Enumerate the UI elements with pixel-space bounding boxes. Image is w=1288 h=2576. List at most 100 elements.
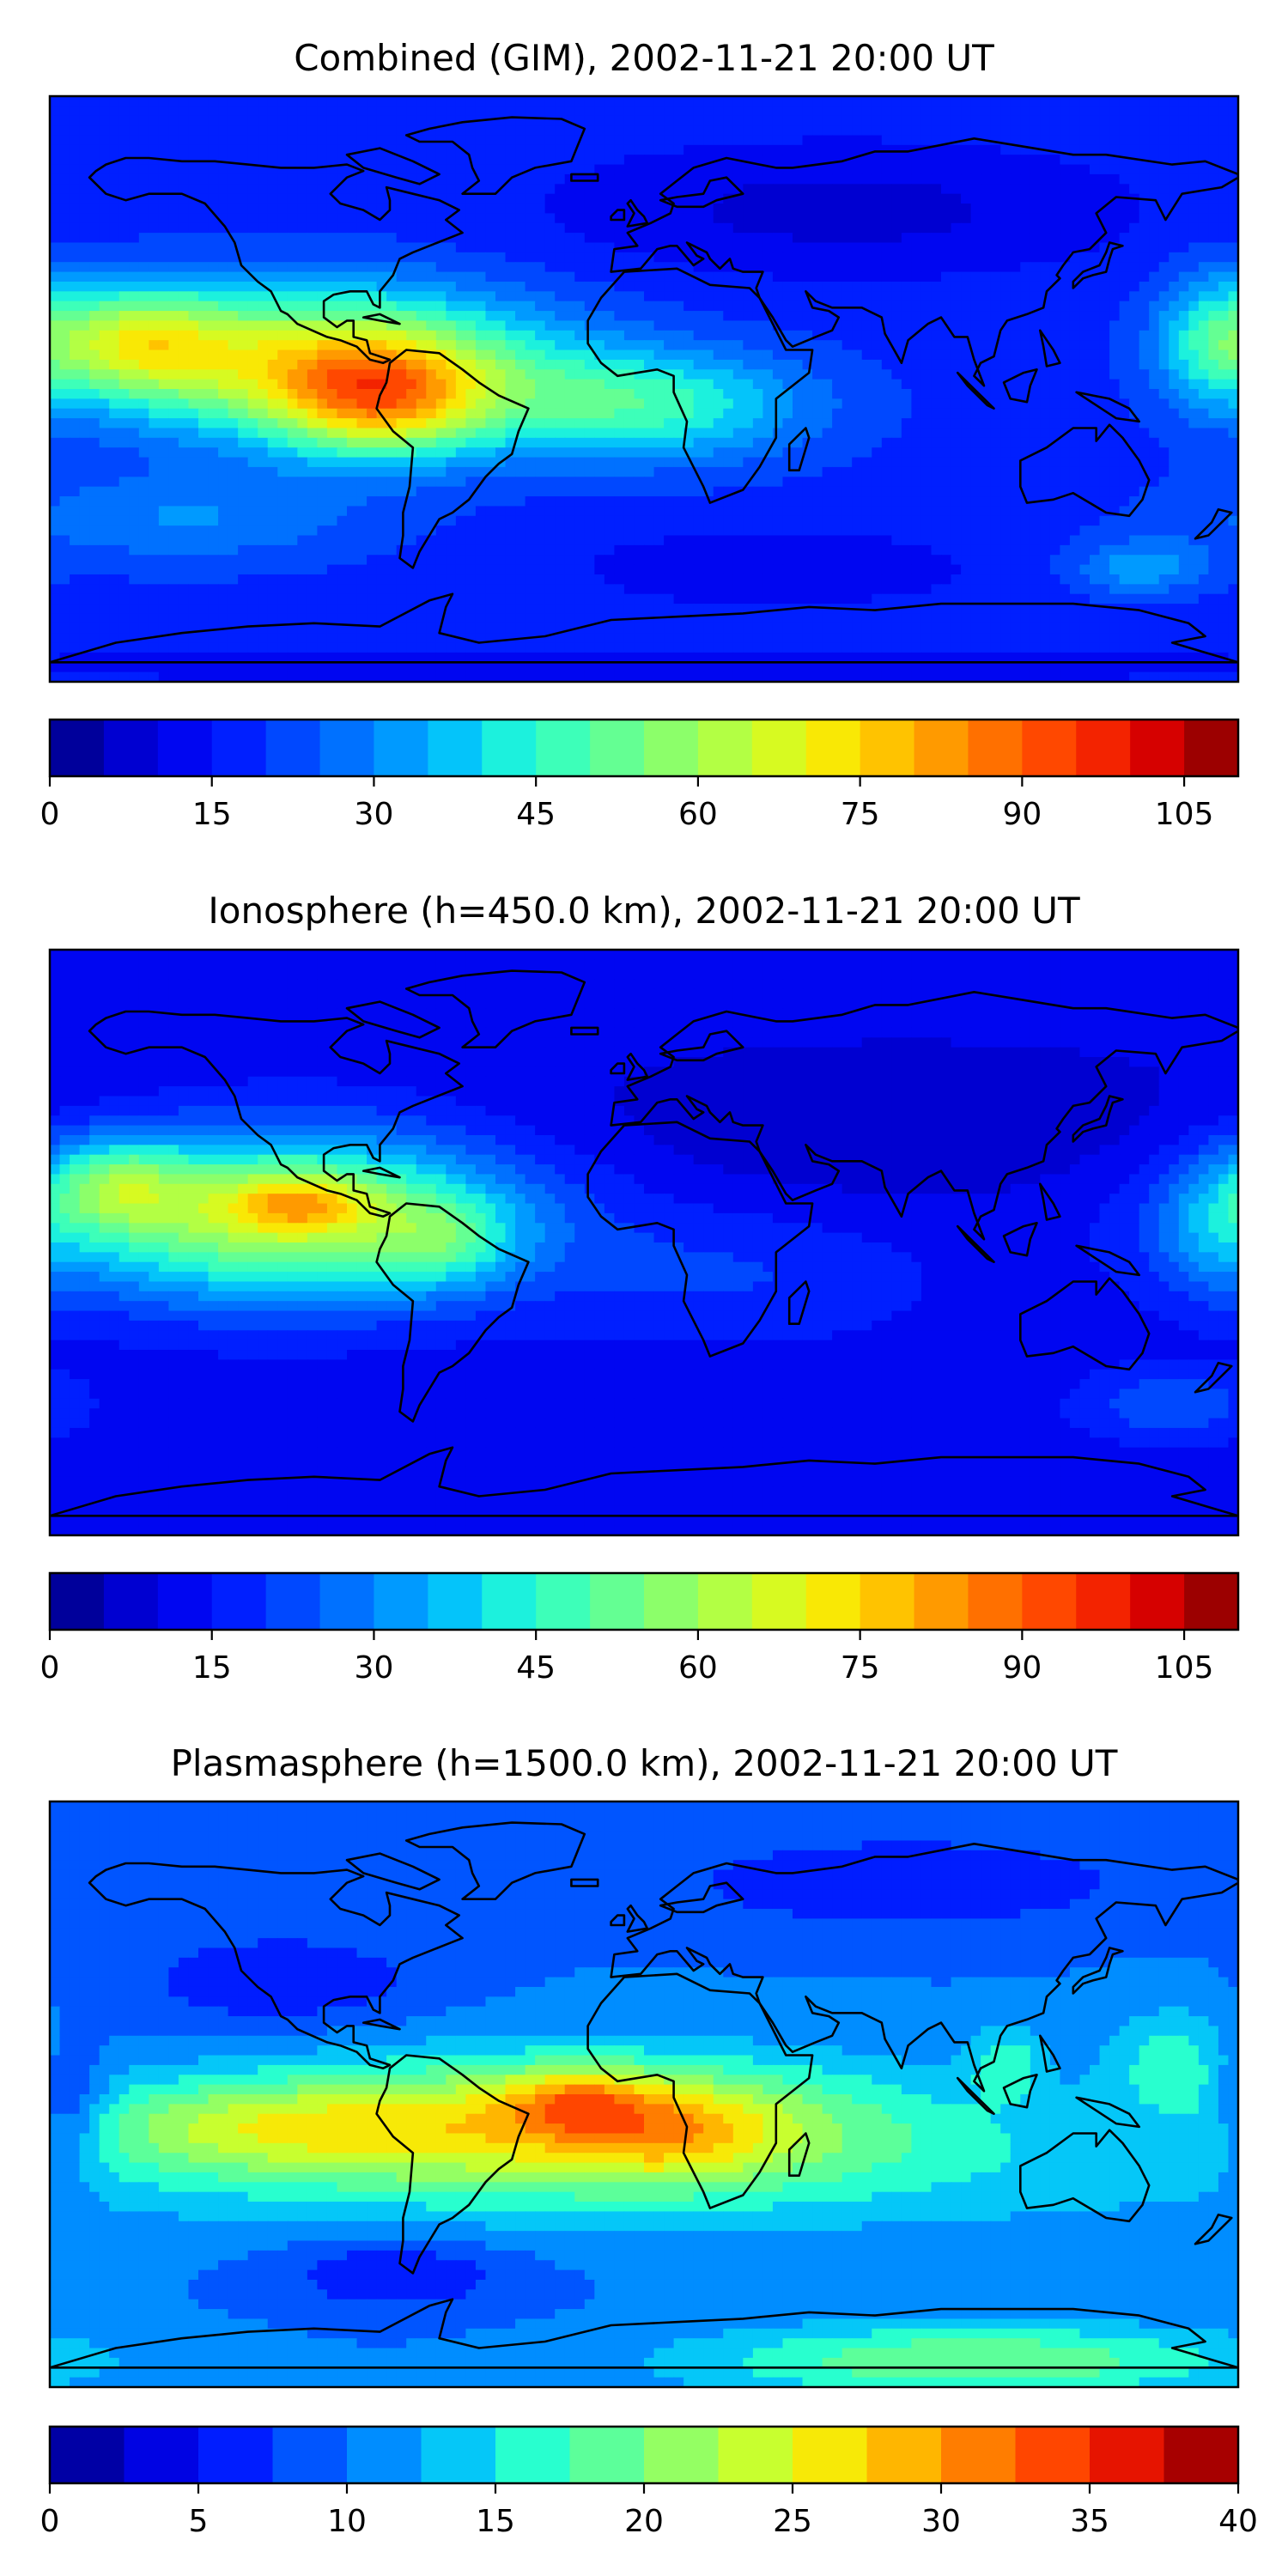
- map-cell: [1178, 369, 1189, 380]
- map-cell: [1040, 233, 1051, 244]
- map-cell: [861, 184, 872, 195]
- map-cell: [455, 379, 466, 390]
- map-cell: [683, 252, 695, 263]
- map-cell: [238, 447, 249, 459]
- map-cell: [961, 457, 972, 468]
- map-cell: [990, 96, 1001, 106]
- map-cell: [852, 389, 863, 399]
- map-cell: [1020, 466, 1031, 477]
- map-cell: [367, 408, 378, 419]
- map-cell: [1069, 418, 1081, 429]
- map-cell: [1198, 320, 1209, 331]
- map-cell: [772, 262, 784, 273]
- map-cell: [70, 389, 81, 399]
- map-cell: [416, 466, 427, 477]
- map-cell: [158, 437, 169, 448]
- map-cell: [347, 135, 358, 146]
- map-cell: [644, 173, 655, 185]
- map-cell: [188, 418, 199, 429]
- map-cell: [961, 291, 972, 302]
- map-cell: [129, 281, 140, 292]
- map-cell: [1109, 408, 1121, 419]
- map-cell: [89, 115, 100, 126]
- map-cell: [188, 320, 199, 331]
- map-cell: [881, 369, 892, 380]
- map-cell: [1208, 428, 1219, 439]
- map-cell: [129, 486, 140, 497]
- map-cell: [426, 311, 437, 322]
- map-cell: [198, 115, 210, 126]
- map-cell: [644, 135, 655, 146]
- map-cell: [138, 340, 149, 351]
- map-cell: [267, 271, 278, 283]
- map-cell: [118, 330, 130, 341]
- map-cell: [931, 281, 942, 292]
- map-cell: [297, 379, 308, 390]
- map-cell: [367, 477, 378, 488]
- map-cell: [416, 115, 427, 126]
- map-cell: [1030, 144, 1041, 155]
- map-cell: [604, 398, 615, 410]
- map-cell: [99, 242, 110, 253]
- map-cell: [376, 398, 387, 410]
- map-cell: [435, 359, 447, 370]
- map-cell: [743, 359, 754, 370]
- map-cell: [1169, 115, 1180, 126]
- map-cell: [1020, 349, 1031, 361]
- map-cell: [505, 213, 516, 224]
- map-cell: [782, 213, 793, 224]
- map-cell: [1069, 466, 1081, 477]
- map-cell: [277, 486, 289, 497]
- map-cell: [901, 466, 912, 477]
- map-cell: [544, 184, 556, 195]
- map-cell: [1228, 330, 1238, 341]
- map-cell: [634, 457, 645, 468]
- map-cell: [1158, 466, 1170, 477]
- map-cell: [752, 173, 763, 185]
- map-cell: [594, 369, 605, 380]
- map-cell: [1139, 457, 1150, 468]
- map-cell: [446, 398, 457, 410]
- map-cell: [475, 125, 487, 137]
- map-cell: [852, 96, 863, 106]
- map-cell: [406, 340, 417, 351]
- map-cell: [1149, 155, 1160, 166]
- map-cell: [188, 155, 199, 166]
- map-cell: [683, 496, 695, 507]
- map-cell: [386, 281, 398, 292]
- map-cell: [406, 281, 417, 292]
- map-cell: [326, 428, 338, 439]
- map-cell: [1040, 242, 1051, 253]
- map-cell: [832, 106, 843, 117]
- map-cell: [990, 359, 1001, 370]
- map-cell: [1218, 144, 1230, 155]
- map-cell: [258, 233, 269, 244]
- map-cell: [495, 222, 507, 234]
- map-cell: [367, 213, 378, 224]
- map-cell: [168, 496, 179, 507]
- map-cell: [1208, 486, 1219, 497]
- map-cell: [594, 125, 605, 137]
- map-cell: [386, 466, 398, 477]
- map-cell: [1158, 340, 1170, 351]
- map-cell: [743, 204, 754, 214]
- map-cell: [247, 252, 258, 263]
- map-cell: [277, 437, 289, 448]
- map-cell: [455, 398, 466, 410]
- map-cell: [505, 379, 516, 390]
- map-cell: [1060, 369, 1071, 380]
- map-cell: [941, 242, 952, 253]
- map-cell: [802, 135, 813, 146]
- map-cell: [317, 496, 328, 507]
- map-cell: [505, 447, 516, 459]
- map-cell: [168, 301, 179, 312]
- map-cell: [574, 330, 586, 341]
- map-cell: [594, 379, 605, 390]
- map-cell: [406, 349, 417, 361]
- map-cell: [70, 204, 81, 214]
- map-cell: [732, 320, 744, 331]
- map-cell: [109, 193, 120, 204]
- map-cell: [109, 233, 120, 244]
- map-cell: [1119, 135, 1130, 146]
- map-cell: [901, 486, 912, 497]
